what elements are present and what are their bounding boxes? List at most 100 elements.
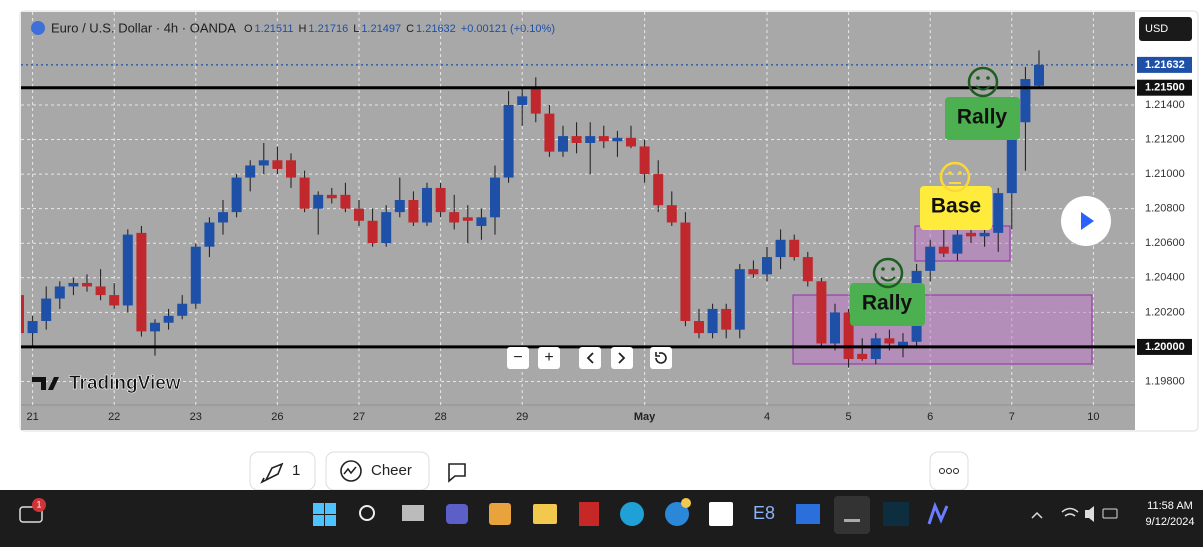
e8-icon[interactable]: E8 bbox=[753, 503, 775, 523]
x-tick-label: 4 bbox=[764, 411, 770, 423]
candle-body bbox=[789, 239, 800, 258]
candle-body bbox=[190, 246, 201, 304]
candle-body bbox=[830, 312, 840, 344]
volume-icon[interactable] bbox=[1085, 506, 1094, 522]
x-tick-label: May bbox=[634, 411, 656, 423]
notion-icon[interactable] bbox=[709, 502, 733, 526]
edge-icon[interactable] bbox=[620, 502, 644, 526]
start-icon[interactable] bbox=[313, 503, 324, 514]
candle-body bbox=[843, 312, 854, 360]
candle-body bbox=[558, 136, 568, 152]
candle-body bbox=[422, 187, 432, 223]
cheer-label: Cheer bbox=[371, 462, 412, 479]
dot bbox=[946, 468, 952, 474]
smiley-eye bbox=[881, 267, 885, 271]
widget-icon[interactable] bbox=[19, 506, 43, 523]
candle-body bbox=[870, 338, 881, 360]
help-icon[interactable] bbox=[665, 502, 689, 526]
zoom-out-label: − bbox=[513, 349, 522, 366]
active-app[interactable] bbox=[834, 496, 870, 534]
clock-time[interactable]: 11:58 AM bbox=[1147, 500, 1193, 512]
candle-body bbox=[462, 217, 473, 221]
app-icon[interactable] bbox=[927, 501, 949, 525]
candle-body bbox=[326, 194, 337, 199]
hp-icon[interactable] bbox=[796, 504, 820, 524]
wifi-icon[interactable] bbox=[1061, 507, 1079, 517]
candle-body bbox=[544, 113, 555, 152]
taskbar bbox=[0, 490, 1203, 547]
scroll-left-button[interactable] bbox=[579, 347, 601, 369]
ohlc-key: O bbox=[244, 23, 253, 35]
candle-body bbox=[231, 177, 242, 213]
clock-date[interactable]: 9/12/2024 bbox=[1146, 516, 1195, 528]
x-tick-label: 21 bbox=[26, 411, 38, 423]
more-button[interactable] bbox=[929, 451, 969, 491]
x-tick-label: 10 bbox=[1087, 411, 1099, 423]
battery-icon[interactable] bbox=[1102, 508, 1118, 519]
app-icon[interactable] bbox=[883, 502, 909, 526]
arrow-icon bbox=[618, 352, 626, 364]
boost-button[interactable] bbox=[249, 451, 316, 491]
candle-body bbox=[1020, 79, 1031, 123]
symbol-title: Euro / U.S. Dollar · 4h · OANDA bbox=[51, 20, 236, 35]
last-price-label: 1.21632 bbox=[1145, 59, 1185, 71]
annotation-label: Rally bbox=[862, 292, 913, 315]
store-icon[interactable] bbox=[489, 503, 511, 525]
tray-arrow[interactable] bbox=[1031, 511, 1043, 519]
candle-body bbox=[993, 193, 1004, 233]
zoom-out-button[interactable] bbox=[507, 347, 529, 369]
candle-body bbox=[299, 177, 310, 209]
candle-body bbox=[163, 315, 174, 323]
zoom-in-label: + bbox=[544, 349, 553, 366]
start-icon bbox=[313, 515, 324, 526]
currency-button[interactable] bbox=[1139, 17, 1192, 41]
candle-body bbox=[612, 137, 623, 142]
ohlc-key: L bbox=[353, 23, 359, 35]
candle-body bbox=[721, 308, 732, 330]
zoom-in-button[interactable] bbox=[538, 347, 560, 369]
taskbar-icons: E8 bbox=[313, 496, 949, 534]
candle-body bbox=[95, 286, 106, 296]
rocket-icon bbox=[260, 462, 284, 484]
y-tick-label: 1.19800 bbox=[1145, 375, 1185, 387]
ohlc-key: C bbox=[406, 23, 414, 35]
zoom-controls: − + bbox=[507, 347, 672, 369]
x-tick-label: 7 bbox=[1009, 411, 1015, 423]
candle-body bbox=[150, 322, 160, 332]
scroll-right-button[interactable] bbox=[611, 347, 633, 369]
candle-body bbox=[626, 137, 636, 147]
x-tick-label: 22 bbox=[108, 411, 120, 423]
candle-body bbox=[136, 232, 147, 332]
candle-body bbox=[666, 205, 677, 223]
candle-body bbox=[21, 295, 24, 334]
candle-body bbox=[653, 174, 664, 206]
smiley-eye bbox=[891, 267, 895, 271]
teams-icon[interactable] bbox=[446, 504, 468, 524]
symbol-flag bbox=[31, 21, 45, 35]
comment-button[interactable] bbox=[448, 463, 466, 483]
notification-badge bbox=[32, 498, 46, 512]
search-icon[interactable] bbox=[359, 505, 375, 521]
level-label: 1.21500 bbox=[1145, 82, 1185, 94]
candle-body bbox=[122, 234, 133, 306]
candle-body bbox=[517, 96, 528, 105]
dot bbox=[939, 468, 945, 474]
explorer-icon[interactable] bbox=[533, 504, 557, 524]
candle-body bbox=[286, 160, 296, 178]
x-tick-label: 26 bbox=[271, 411, 283, 423]
cheer-icon bbox=[340, 460, 362, 482]
mcafee-icon[interactable] bbox=[579, 502, 599, 526]
start-icon bbox=[325, 515, 336, 526]
ohlc-value: 1.21716 bbox=[308, 23, 348, 35]
candle-body bbox=[925, 246, 936, 271]
candle-body bbox=[394, 200, 405, 213]
ohlc-value: 1.21497 bbox=[361, 23, 401, 35]
candle-body bbox=[598, 136, 609, 142]
help-badge bbox=[681, 498, 691, 508]
taskview-icon[interactable] bbox=[402, 505, 424, 521]
time-axis bbox=[21, 405, 1135, 430]
smiley bbox=[967, 66, 999, 98]
x-tick-label: 6 bbox=[927, 411, 933, 423]
reset-button[interactable] bbox=[650, 347, 672, 369]
